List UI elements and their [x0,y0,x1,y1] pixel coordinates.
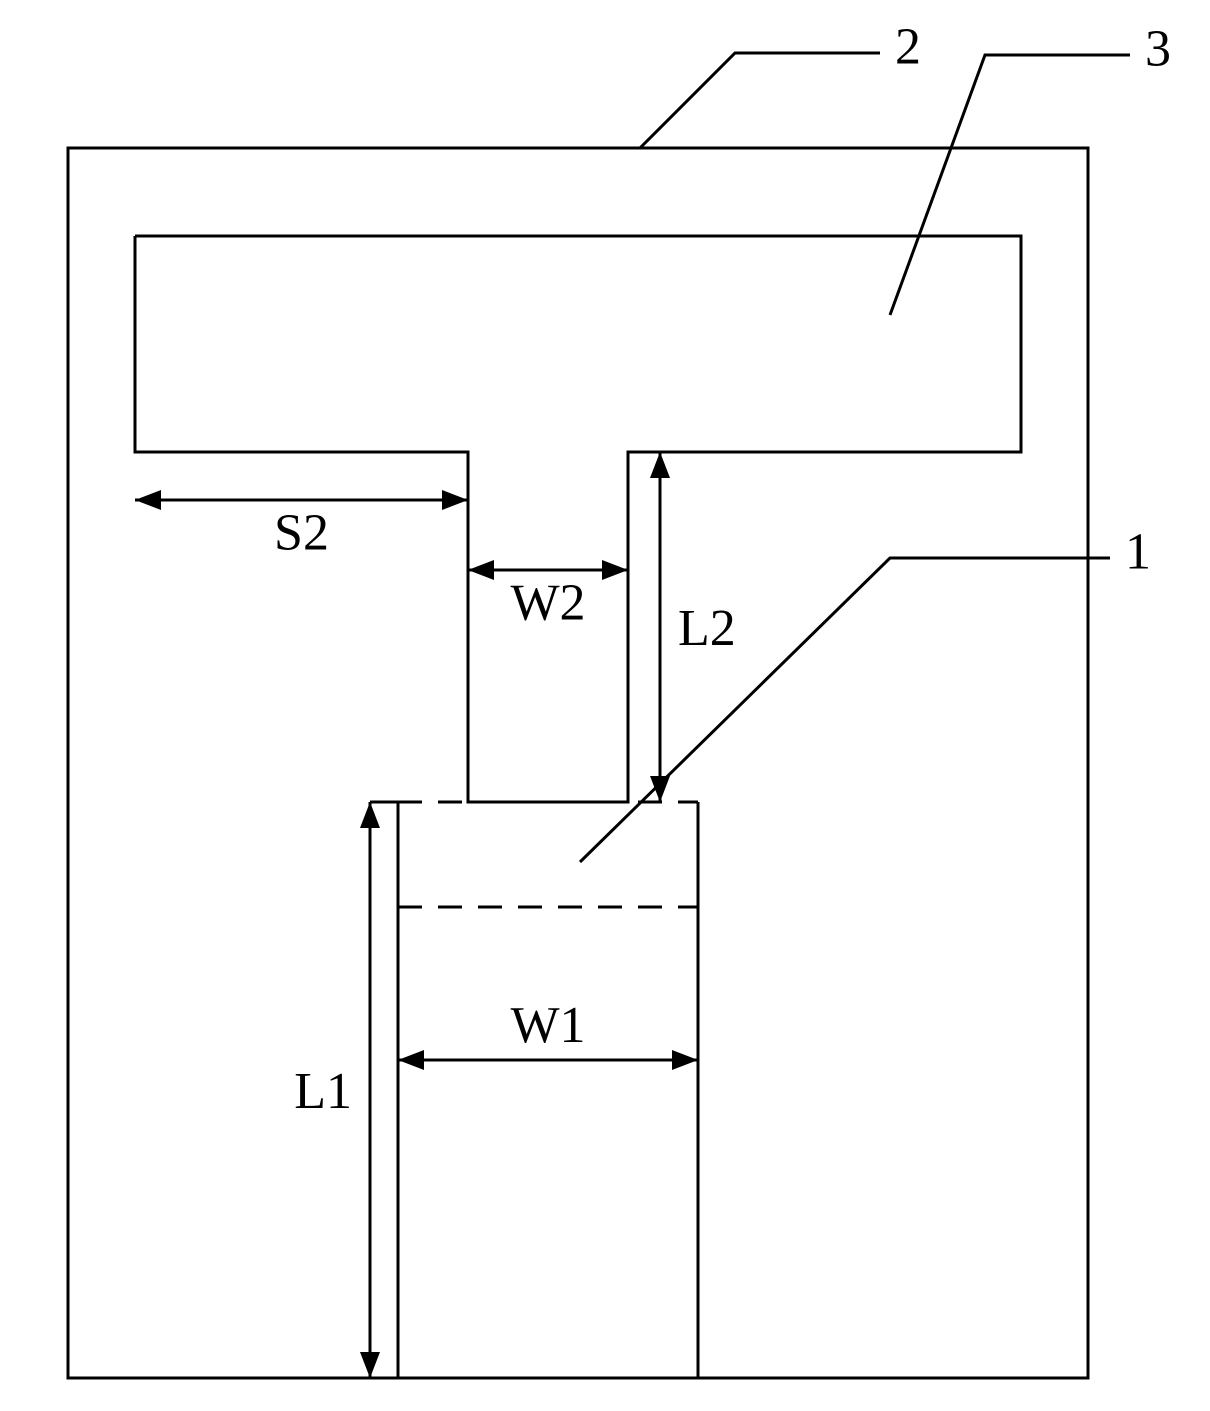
dim-label-L1: L1 [294,1063,352,1120]
ref-number-1: 1 [1125,523,1151,580]
t-shape-outline [135,236,1021,802]
ref-number-3: 3 [1145,20,1171,77]
leader-3 [890,55,1130,315]
leader-2 [640,53,880,148]
ref-number-2: 2 [895,18,921,75]
dim-label-S2: S2 [274,504,329,561]
outer-boundary [68,148,1088,1378]
dim-label-L2: L2 [678,600,736,657]
dim-label-W2: W2 [510,574,585,631]
dim-label-W1: W1 [510,997,585,1054]
